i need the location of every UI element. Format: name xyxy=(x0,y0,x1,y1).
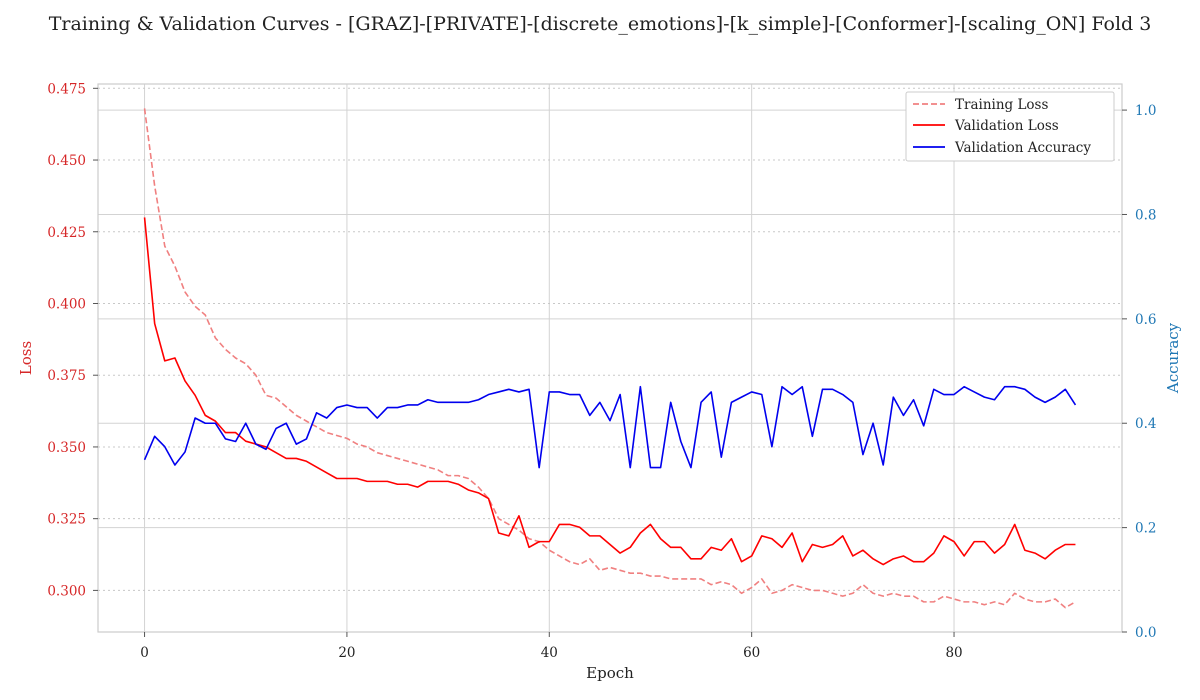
chart-title: Training & Validation Curves - [GRAZ]-[P… xyxy=(49,13,1152,35)
plot-frame xyxy=(97,83,1123,633)
legend-label-validation-loss: Validation Loss xyxy=(954,118,1059,134)
series-line-validation-loss xyxy=(143,217,1076,566)
series-line-training-loss xyxy=(143,108,1076,609)
x-axis-ticks: 0 20 40 60 80 xyxy=(140,632,963,661)
left-tick-label: 0.450 xyxy=(47,153,86,169)
right-axis-ticks: 0.0 0.2 0.4 0.6 0.8 1.0 xyxy=(1122,103,1156,641)
left-tick-label: 0.300 xyxy=(47,583,86,599)
left-tick-label: 0.425 xyxy=(47,225,86,241)
right-tick-label: 0.0 xyxy=(1135,625,1156,641)
left-axis-ticks: 0.300 0.325 0.350 0.375 0.400 0.425 0.450 0.475 xyxy=(47,81,98,599)
right-tick-label: 0.8 xyxy=(1135,207,1156,223)
left-axis-label: Loss xyxy=(17,341,35,375)
x-axis-label: Epoch xyxy=(586,664,634,682)
left-tick-label: 0.375 xyxy=(47,368,86,384)
legend-box xyxy=(905,91,1115,162)
left-tick-label: 0.475 xyxy=(47,81,86,97)
series-line-validation-accuracy xyxy=(143,385,1077,469)
left-tick-label: 0.350 xyxy=(47,440,86,456)
x-tick-label: 20 xyxy=(338,645,355,661)
right-tick-label: 0.2 xyxy=(1135,521,1156,537)
x-tick-label: 60 xyxy=(743,645,760,661)
series-layer xyxy=(143,108,1077,609)
x-tick-label: 40 xyxy=(541,645,558,661)
right-tick-label: 0.4 xyxy=(1135,416,1156,432)
right-tick-label: 0.6 xyxy=(1135,312,1156,328)
x-tick-label: 0 xyxy=(140,645,149,661)
right-axis-label: Accuracy xyxy=(1164,322,1182,394)
left-tick-label: 0.400 xyxy=(47,296,86,312)
legend-label-training-loss: Training Loss xyxy=(955,97,1048,113)
legend-label-validation-accuracy: Validation Accuracy xyxy=(954,140,1091,156)
left-tick-label: 0.325 xyxy=(47,512,86,528)
legend: Training Loss Validation Loss Validation… xyxy=(905,91,1115,162)
right-tick-label: 1.0 xyxy=(1135,103,1156,119)
x-tick-label: 80 xyxy=(945,645,962,661)
